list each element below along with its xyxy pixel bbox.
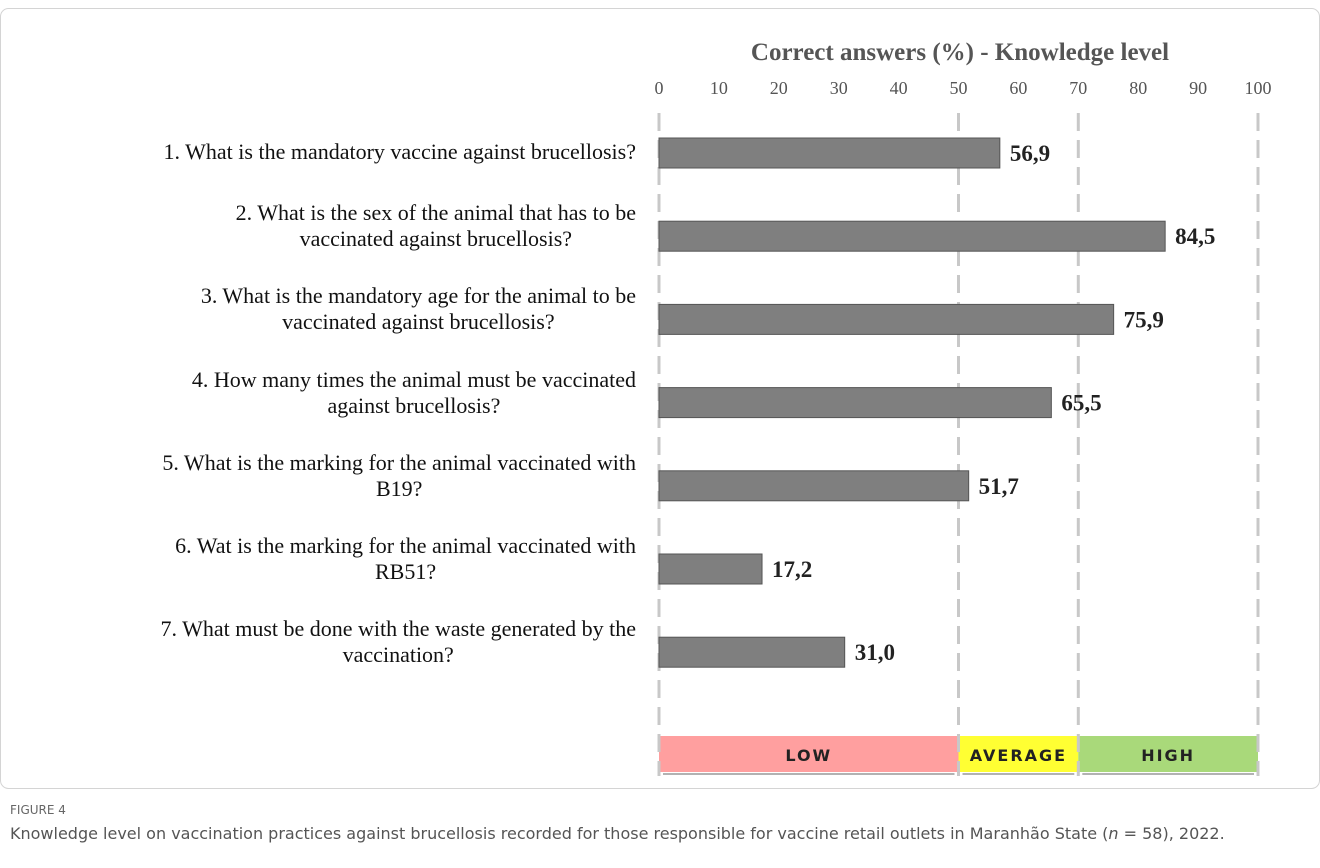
category-label: 4. How many times the animal must be vac…	[191, 366, 636, 418]
caption: Knowledge level on vaccination practices…	[10, 824, 1225, 843]
figure-label: FIGURE 4	[10, 803, 66, 817]
x-tick-label: 10	[710, 78, 728, 98]
chart-title: Correct answers (%) - Knowledge level	[751, 39, 1169, 66]
x-tick-label: 40	[890, 78, 908, 98]
level-band	[659, 736, 959, 772]
bar	[658, 636, 846, 668]
bar	[658, 137, 1001, 169]
value-label: 31,0	[855, 640, 895, 665]
value-label: 84,5	[1175, 224, 1215, 249]
caption-text: Knowledge level on vaccination practices…	[10, 824, 1109, 843]
value-label: 56,9	[1010, 141, 1050, 166]
category-label: 3. What is the mandatory age for the ani…	[200, 283, 636, 335]
x-tick-label: 30	[830, 78, 848, 98]
category-label: 2. What is the sex of the animal that ha…	[235, 200, 636, 252]
x-tick-label: 50	[950, 78, 968, 98]
level-band	[958, 736, 1079, 772]
level-band	[1078, 736, 1258, 772]
category-label: 1. What is the mandatory vaccine against…	[163, 139, 636, 164]
value-label: 75,9	[1124, 307, 1164, 332]
caption-n: n	[1108, 824, 1119, 843]
level-label: LOW	[785, 746, 832, 765]
x-tick-label: 80	[1129, 78, 1147, 98]
x-tick-label: 20	[770, 78, 788, 98]
category-label: 7. What must be done with the waste gene…	[160, 616, 636, 668]
level-label: HIGH	[1141, 746, 1195, 765]
category-label: 6. Wat is the marking for the animal vac…	[175, 533, 636, 584]
value-label: 17,2	[772, 557, 812, 582]
bar	[658, 553, 763, 585]
bar	[658, 387, 1052, 419]
level-label: AVERAGE	[970, 746, 1067, 765]
bar	[658, 220, 1166, 252]
bar	[658, 303, 1115, 335]
x-tick-label: 100	[1245, 78, 1272, 98]
bar	[658, 470, 970, 502]
category-label: 5. What is the marking for the animal va…	[162, 449, 636, 501]
x-tick-label: 0	[655, 78, 664, 98]
x-tick-label: 90	[1189, 78, 1207, 98]
x-tick-label: 60	[1009, 78, 1027, 98]
x-tick-label: 70	[1069, 78, 1087, 98]
value-label: 65,5	[1061, 391, 1101, 416]
value-label: 51,7	[979, 474, 1019, 499]
caption-text: = 58), 2022.	[1118, 824, 1225, 843]
